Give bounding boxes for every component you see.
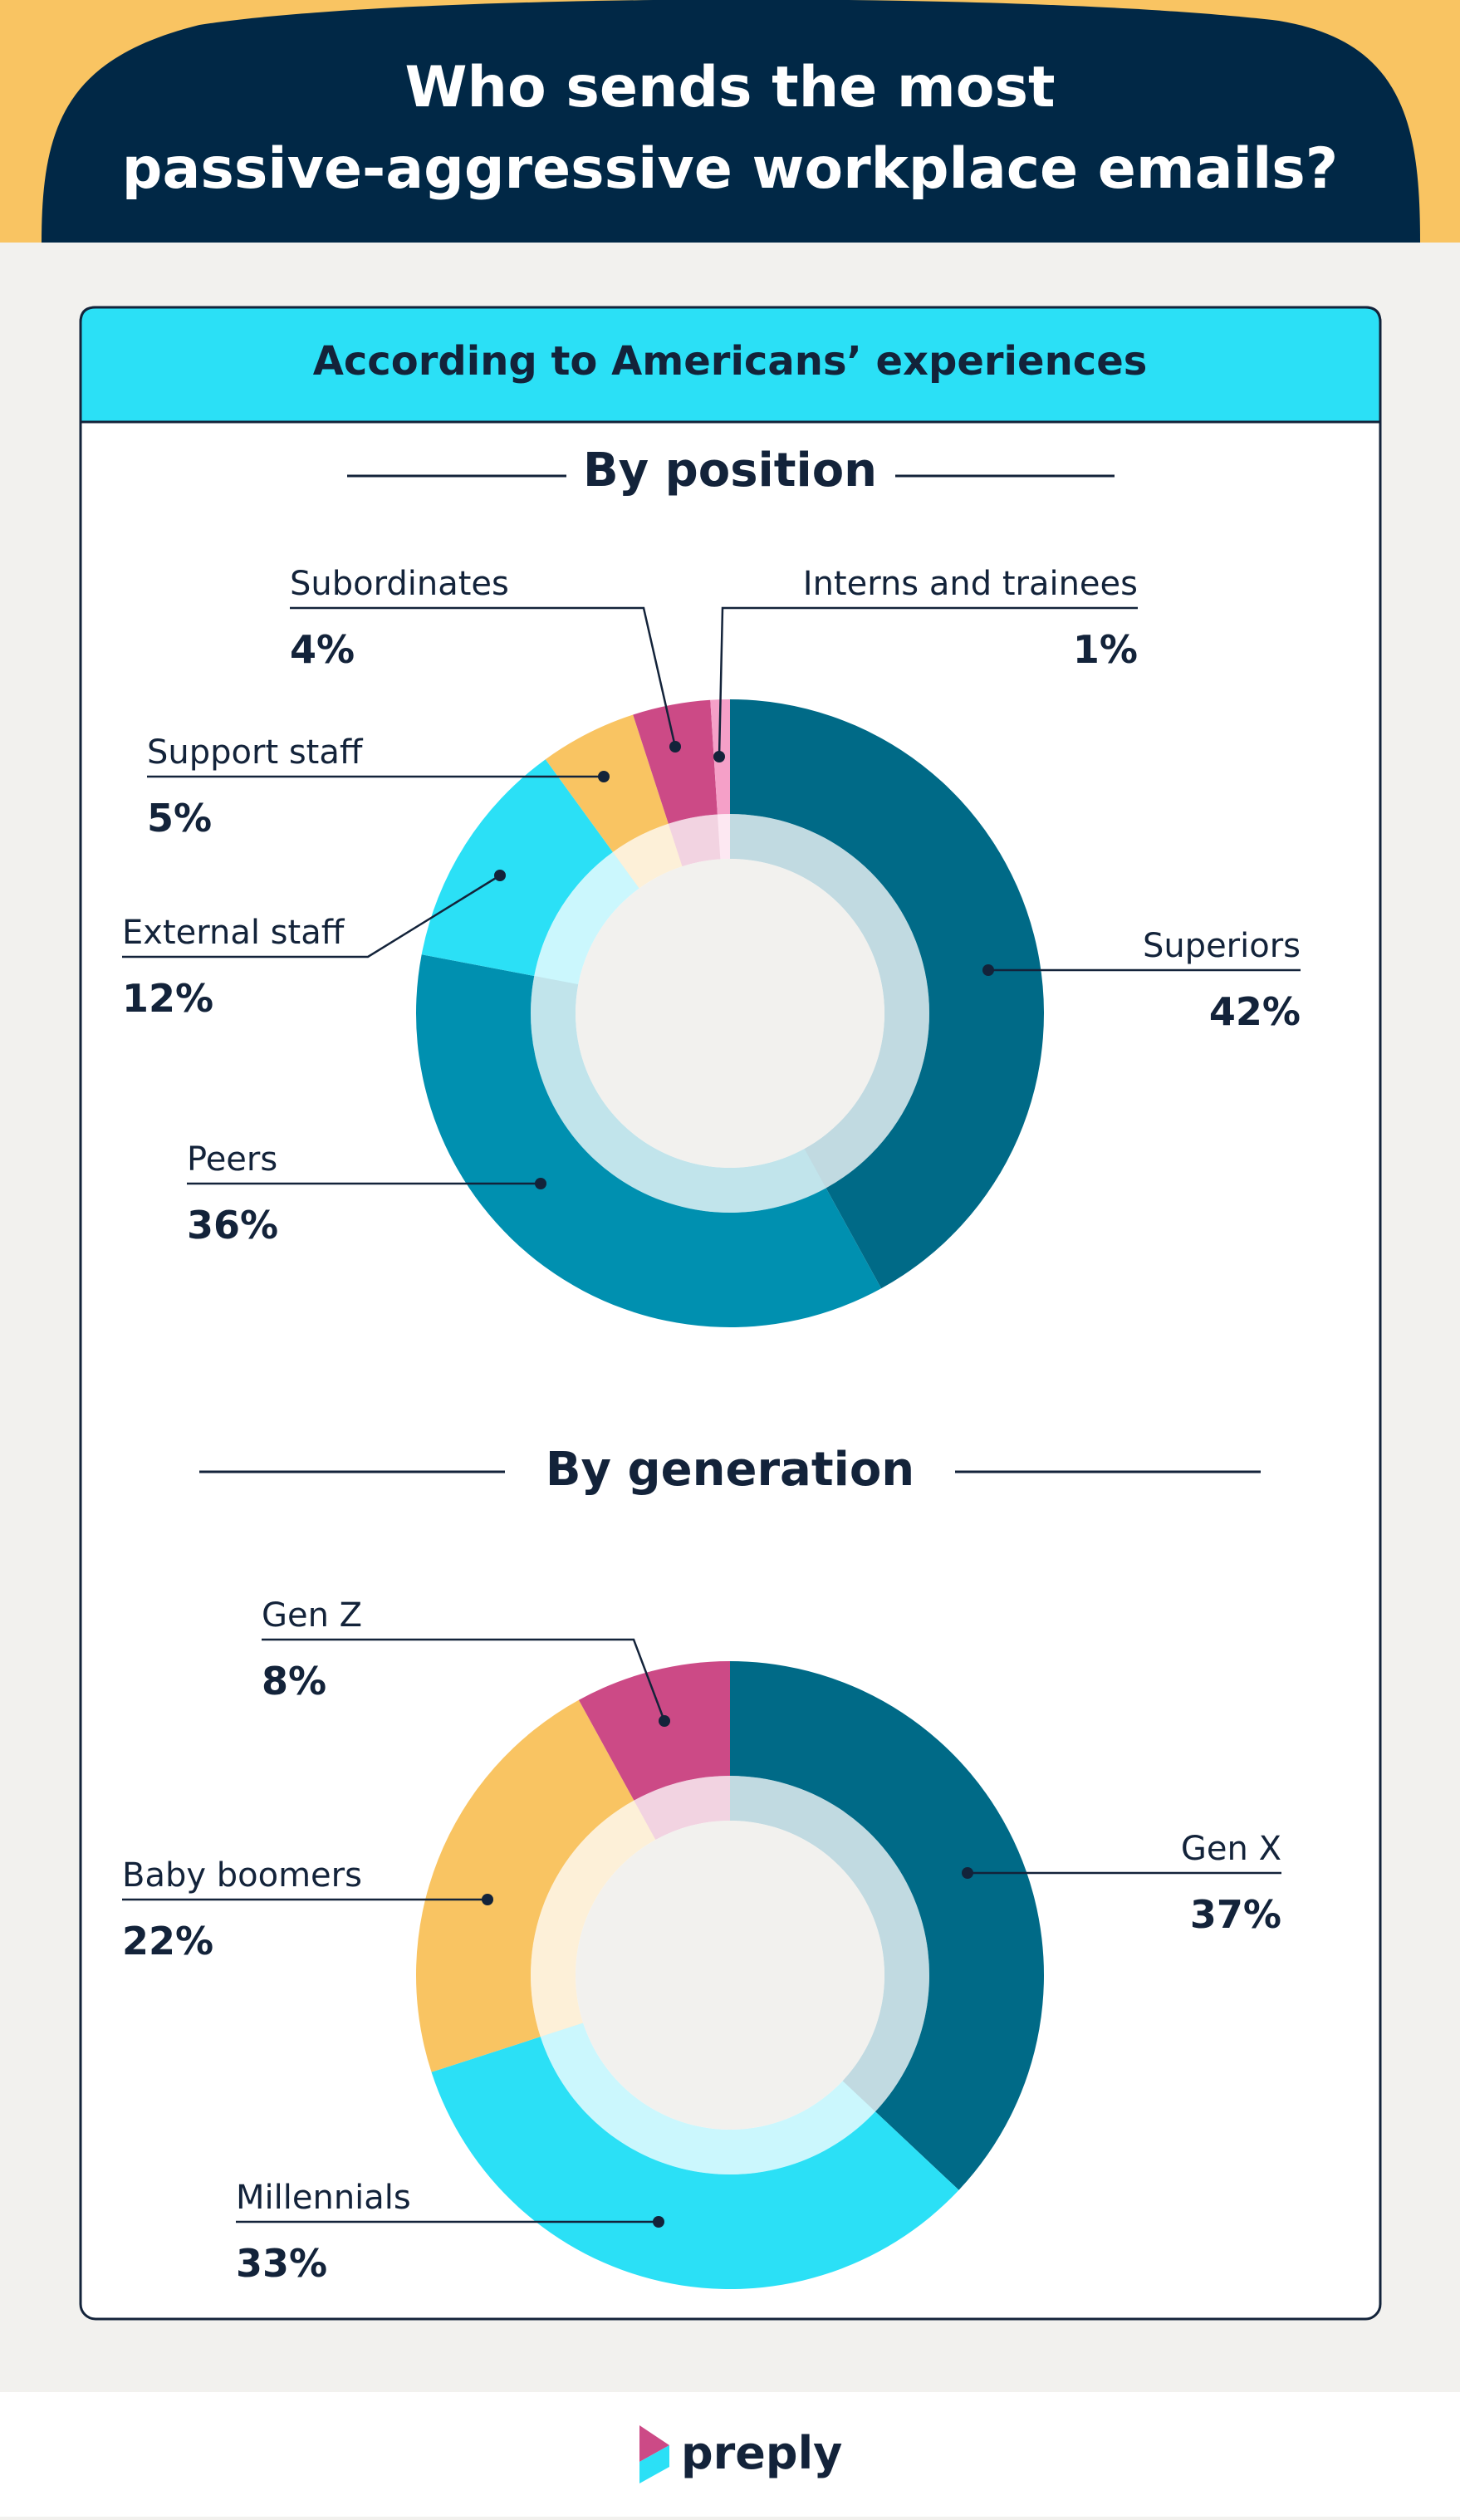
leader-dot-baby-boomers (482, 1894, 493, 1905)
slice-inner-interns-and-trainees (717, 814, 730, 860)
category-label-external-staff: External staff (122, 914, 345, 952)
leader-dot-support-staff (598, 771, 610, 782)
card-banner (79, 306, 1382, 424)
leader-line-interns-and-trainees (718, 606, 1138, 757)
header-dark-shape (42, 0, 1420, 243)
leader-line-subordinates (290, 606, 677, 748)
category-label-millennials: Millennials (236, 2179, 411, 2217)
footer-band (0, 2392, 1460, 2517)
value-label-superiors: 42% (1209, 989, 1301, 1034)
value-label-peers: 36% (187, 1203, 278, 1248)
value-label-baby-boomers: 22% (122, 1919, 213, 1964)
leader-dot-peers (535, 1178, 546, 1189)
value-label-interns-and-trainees: 1% (1073, 627, 1138, 672)
category-label-baby-boomers: Baby boomers (122, 1856, 362, 1895)
leader-dot-external-staff (494, 870, 506, 881)
slice-inner-tint-superiors (730, 814, 930, 1189)
leader-dot-superiors (982, 964, 994, 976)
slice-baby-boomers (416, 1699, 634, 2072)
leader-dot-gen-z (659, 1715, 670, 1727)
category-label-gen-x: Gen X (1181, 1830, 1281, 1868)
category-label-superiors: Superiors (1143, 927, 1301, 965)
category-label-support-staff: Support staff (147, 733, 364, 772)
slice-external-staff (421, 759, 613, 977)
value-label-subordinates: 4% (290, 627, 355, 672)
slice-inner-gen-z (634, 1776, 730, 1841)
category-label-interns-and-trainees: Interns and trainees (803, 565, 1138, 603)
slice-inner-subordinates (668, 814, 721, 867)
leader-dot-millennials (653, 2216, 664, 2228)
slice-support-staff (545, 714, 669, 852)
category-label-subordinates: Subordinates (290, 565, 509, 603)
slice-inner-support-staff (612, 823, 683, 889)
slice-inner-tint-millennials (540, 2022, 875, 2174)
donut-hole (576, 859, 884, 1168)
value-label-support-staff: 5% (147, 796, 212, 841)
donut-chart-generation: Gen X 37% Millennials 33% Baby boomers 22% Gen… (122, 1596, 1281, 2289)
category-label-peers: Peers (187, 1140, 277, 1179)
slice-subordinates (633, 699, 718, 824)
slice-inner-external-staff (534, 851, 639, 985)
slice-superiors (730, 699, 1044, 1289)
section-heading-generation: By generation (546, 1443, 914, 1497)
slice-inner-tint-peers (530, 976, 826, 1213)
slice-inner-tint-baby-boomers (531, 1800, 656, 2037)
slice-inner-millennials (540, 2022, 875, 2174)
donut-chart-position: Superiors 42% Peers 36% External staff 12% Sup… (122, 565, 1301, 1327)
page-title-line-2: passive-aggressive workplace emails? (122, 136, 1338, 202)
section-heading-position: By position (583, 444, 877, 498)
slice-inner-tint-gen-x (730, 1776, 930, 2112)
slice-inner-tint-subordinates (668, 814, 721, 867)
slice-gen-x (730, 1661, 1044, 2190)
slice-inner-gen-x (730, 1776, 930, 2112)
slice-inner-tint-gen-z (634, 1776, 730, 1841)
leader-line-gen-z (262, 1638, 666, 1722)
card-banner-text: According to Americans’ experiences (313, 338, 1148, 385)
value-label-external-staff: 12% (122, 976, 213, 1021)
value-label-gen-x: 37% (1190, 1892, 1281, 1937)
preply-logo-icon (639, 2425, 669, 2483)
slice-inner-tint-external-staff (534, 851, 639, 985)
leader-line-external-staff (122, 874, 501, 958)
donut-hole (576, 1821, 884, 2130)
slice-gen-z (578, 1661, 730, 1801)
slice-inner-superiors (730, 814, 930, 1189)
leader-dot-subordinates (669, 741, 681, 753)
slice-inner-baby-boomers (531, 1800, 656, 2037)
leader-dot-gen-x (962, 1867, 973, 1879)
preply-logo-text: preply (681, 2427, 842, 2479)
category-label-gen-z: Gen Z (262, 1596, 362, 1635)
slice-inner-tint-interns-and-trainees (717, 814, 730, 860)
value-label-gen-z: 8% (262, 1659, 326, 1704)
leader-dot-interns-and-trainees (713, 751, 725, 762)
page-title-line-1: Who sends the most (405, 55, 1056, 120)
slice-inner-peers (530, 976, 826, 1213)
slice-peers (416, 954, 882, 1327)
value-label-millennials: 33% (236, 2241, 327, 2286)
slice-millennials (431, 2037, 959, 2289)
slice-inner-tint-support-staff (612, 823, 683, 889)
